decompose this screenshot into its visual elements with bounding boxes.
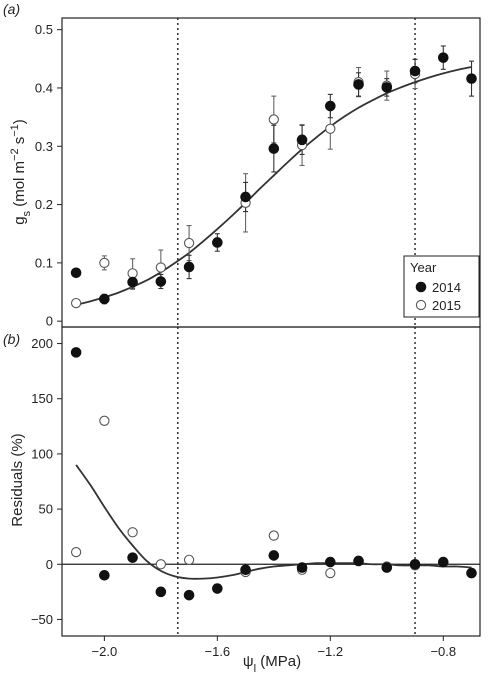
data-point-2015	[127, 268, 138, 279]
xtick-label: −2.0	[92, 644, 118, 659]
data-point-2014	[409, 558, 421, 570]
ylabel-unit: (mol m	[11, 161, 28, 211]
data-point-2014	[325, 556, 336, 568]
data-point-2015	[70, 546, 82, 558]
legend: Year 2014 2015	[403, 255, 480, 318]
ytick-label: −50	[31, 612, 53, 627]
data-point-2014	[353, 79, 364, 90]
xtick-label: −0.8	[430, 644, 456, 659]
data-point-2014	[212, 583, 223, 594]
ylabel-g: g	[11, 216, 28, 224]
ytick-label: 0.4	[35, 80, 53, 95]
data-point-2014	[127, 552, 138, 563]
data-point-2014	[155, 586, 167, 598]
legend-label-2015: 2015	[432, 298, 461, 313]
panel-b-yticks: −50 0 50 100 150 200	[31, 336, 62, 627]
data-point-2015	[70, 297, 82, 309]
data-point-2014	[437, 52, 449, 63]
legend-marker-2014	[415, 281, 427, 293]
panel-b-points	[70, 347, 477, 601]
panel-b-frame	[61, 326, 481, 637]
data-point-2015	[99, 415, 110, 426]
fit-curve	[75, 464, 472, 580]
panel-b-xlabel: ψl (MPa)	[243, 653, 301, 675]
ytick-label: 100	[31, 446, 53, 461]
panel-b-vlines	[177, 327, 416, 636]
data-point-2014	[183, 589, 195, 601]
data-point-2014	[212, 237, 223, 248]
xtick-label: −1.2	[317, 644, 343, 659]
data-point-2014	[127, 276, 138, 288]
xtick-label: −1.6	[205, 644, 231, 659]
ytick-label: 0	[46, 314, 53, 329]
data-point-2015	[99, 257, 110, 269]
ylabel-exp1: −2	[9, 148, 21, 161]
panel-a-yticks: 0 0.1 0.2 0.3 0.4 0.5	[35, 22, 62, 329]
data-point-2014	[325, 100, 336, 112]
data-point-2014	[268, 550, 280, 561]
data-point-2015	[155, 262, 167, 273]
panel-a: (a) 00.10.20.30.40.5 gs (mol m−2 s−1) Ye…	[3, 1, 481, 329]
data-point-2015	[325, 123, 336, 134]
data-point-2014	[381, 82, 393, 93]
panel-a-fit-curve	[75, 66, 472, 306]
ylabel-close: )	[11, 119, 28, 124]
xlabel-psi: ψ	[243, 653, 254, 670]
data-point-2014	[296, 134, 308, 146]
data-point-2014	[70, 267, 82, 279]
data-point-2014	[296, 562, 308, 573]
data-point-2015	[268, 114, 279, 125]
data-point-2014	[268, 143, 280, 154]
data-point-2014	[70, 347, 82, 358]
ytick-label: 0	[46, 557, 53, 572]
data-point-2014	[409, 65, 421, 77]
data-point-2014	[240, 191, 251, 203]
ytick-label: 0.5	[35, 22, 53, 37]
data-point-2014	[240, 564, 251, 576]
ytick-label: 0.3	[35, 139, 53, 154]
ytick-label: 200	[31, 336, 53, 351]
panel-b-xticks: −2.0 −1.6 −1.2 −0.8	[92, 636, 456, 659]
data-point-2015	[325, 567, 336, 579]
xlabel-unit: (MPa)	[256, 653, 301, 670]
data-point-2015	[183, 554, 195, 566]
panel-b-letter: (b)	[3, 331, 20, 347]
ytick-label: 150	[31, 391, 53, 406]
ylabel-sub: s	[21, 210, 33, 216]
data-point-2015	[268, 530, 279, 541]
legend-label-2014: 2014	[432, 280, 461, 295]
data-point-2014	[466, 73, 477, 84]
data-point-2014	[155, 276, 167, 287]
data-point-2014	[183, 261, 195, 273]
panel-a-letter: (a)	[3, 1, 20, 17]
ytick-label: 0.1	[35, 255, 53, 270]
data-point-2014	[353, 555, 364, 567]
fit-curve	[75, 66, 472, 306]
ylabel-exp2: −1	[9, 124, 21, 137]
panel-a-vlines	[177, 18, 416, 327]
ylabel-unit2: s	[11, 137, 28, 149]
data-point-2015	[155, 559, 167, 570]
panel-b-fit-curve	[75, 464, 472, 580]
panel-a-points	[70, 52, 477, 309]
ytick-label: 0.2	[35, 197, 53, 212]
panel-b-ylabel: Residuals (%)	[9, 433, 26, 526]
legend-marker-2015	[415, 299, 427, 311]
data-point-2014	[99, 293, 110, 305]
data-point-2014	[466, 567, 477, 579]
data-point-2014	[381, 562, 393, 573]
data-point-2014	[437, 556, 449, 568]
data-point-2015	[183, 237, 195, 249]
panel-b: (b) −50 0 50 100 150 200 −2.0 −1.6 −1.2 −0.8 Res…	[3, 326, 481, 675]
ytick-label: 50	[39, 502, 53, 517]
data-point-2014	[99, 570, 110, 581]
data-point-2015	[127, 527, 138, 538]
panel-a-ylabel: gs (mol m−2 s−1)	[9, 119, 33, 225]
legend-title: Year	[410, 260, 437, 275]
xlabel-sub: l	[254, 663, 256, 675]
